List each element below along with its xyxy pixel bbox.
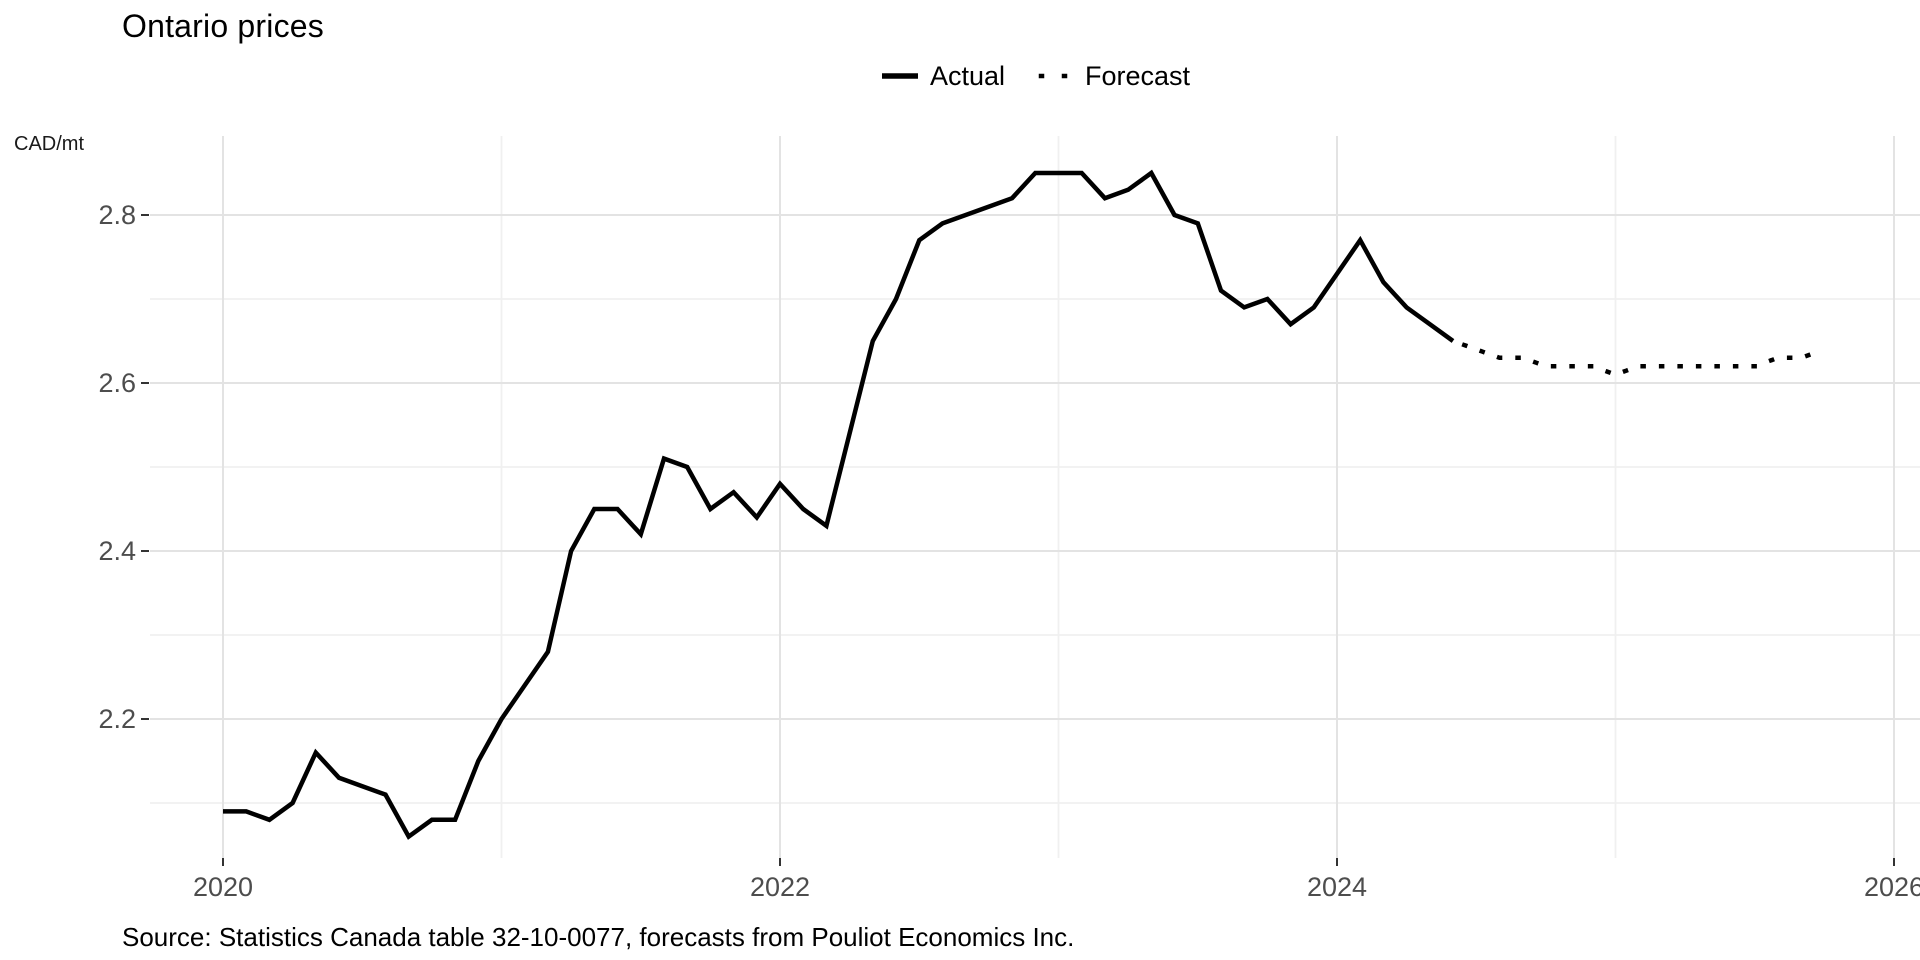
- gridlines-minor: [150, 136, 1920, 858]
- legend: Actual Forecast: [150, 56, 1920, 96]
- legend-label-forecast: Forecast: [1085, 60, 1191, 91]
- x-axis-tick-label: 2022: [750, 872, 810, 902]
- y-axis-unit-label: CAD/mt: [14, 133, 84, 155]
- legend-swatch-dotted-line-icon: [1038, 73, 1075, 79]
- legend-item-forecast: Forecast: [1035, 61, 1190, 92]
- axis-tick-labels: 2020 2022 2024 2026 2.2 2.4 2.6 2.8: [98, 200, 1920, 902]
- legend-swatch-solid-line-icon: [881, 73, 918, 79]
- source-caption: Source: Statistics Canada table 32-10-00…: [122, 922, 1075, 952]
- y-axis-tick-label: 2.8: [98, 200, 136, 230]
- actual-series-line: [223, 169, 1455, 840]
- y-axis-tick-label: 2.6: [98, 368, 136, 398]
- legend-item-actual: Actual: [880, 61, 1005, 92]
- x-axis-tick-label: 2024: [1307, 872, 1367, 902]
- gridlines-major: [150, 136, 1920, 858]
- x-axis-tick-label: 2026: [1864, 872, 1920, 902]
- chart-title: Ontario prices: [122, 8, 324, 44]
- legend-label-actual: Actual: [929, 60, 1005, 91]
- y-axis-tick-label: 2.2: [98, 704, 136, 734]
- y-axis-tick-label: 2.4: [98, 536, 136, 566]
- forecast-series-line: [1450, 338, 1828, 377]
- x-axis-tick-label: 2020: [193, 872, 253, 902]
- axis-tick-marks: [141, 214, 1895, 866]
- series-lines: [223, 169, 1828, 840]
